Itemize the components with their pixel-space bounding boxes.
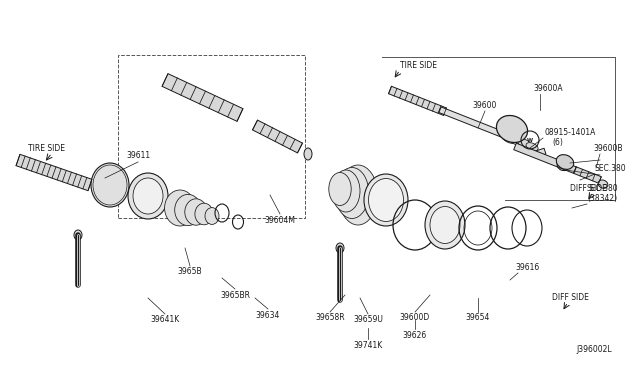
Bar	[118, 55, 305, 218]
Text: 39634: 39634	[256, 311, 280, 320]
Polygon shape	[573, 167, 602, 183]
Ellipse shape	[364, 174, 408, 226]
Ellipse shape	[195, 203, 213, 225]
Text: 39741K: 39741K	[353, 340, 383, 350]
Ellipse shape	[164, 190, 195, 226]
Polygon shape	[253, 120, 303, 153]
Text: TIRE SIDE: TIRE SIDE	[400, 61, 437, 70]
Text: 39600D: 39600D	[400, 314, 430, 323]
Text: 39611: 39611	[126, 151, 150, 160]
Ellipse shape	[175, 195, 202, 225]
Text: (38342): (38342)	[587, 193, 617, 202]
Text: 39654: 39654	[466, 314, 490, 323]
Ellipse shape	[133, 178, 163, 214]
Ellipse shape	[369, 179, 403, 221]
Text: 39641K: 39641K	[150, 315, 180, 324]
Text: 39600A: 39600A	[533, 83, 563, 93]
Text: SEC.380: SEC.380	[587, 183, 619, 192]
Text: DIFF SIDE: DIFF SIDE	[570, 183, 607, 192]
Polygon shape	[388, 86, 447, 115]
Text: 39600B: 39600B	[593, 144, 623, 153]
Polygon shape	[16, 154, 92, 191]
Text: SEC.380: SEC.380	[595, 164, 627, 173]
Ellipse shape	[598, 180, 608, 188]
Ellipse shape	[335, 167, 369, 218]
Polygon shape	[534, 148, 546, 157]
Ellipse shape	[332, 170, 360, 212]
Ellipse shape	[205, 208, 219, 224]
Ellipse shape	[497, 115, 527, 142]
Ellipse shape	[304, 148, 312, 160]
Ellipse shape	[430, 206, 460, 244]
Ellipse shape	[518, 139, 531, 148]
Ellipse shape	[91, 163, 129, 207]
Ellipse shape	[510, 135, 525, 146]
Ellipse shape	[128, 173, 168, 219]
Text: 39659U: 39659U	[353, 315, 383, 324]
Text: 39626: 39626	[403, 330, 427, 340]
Ellipse shape	[339, 165, 378, 225]
Text: 39616: 39616	[516, 263, 540, 273]
Text: TIRE SIDE: TIRE SIDE	[28, 144, 65, 153]
Text: 3965BR: 3965BR	[220, 291, 250, 299]
Ellipse shape	[185, 199, 207, 225]
Polygon shape	[162, 74, 243, 121]
Ellipse shape	[336, 243, 344, 253]
Text: W: W	[527, 138, 533, 142]
Text: 39604M: 39604M	[264, 215, 296, 224]
Text: 3965B: 3965B	[178, 267, 202, 276]
Text: 39658R: 39658R	[315, 314, 345, 323]
Text: 39600: 39600	[473, 100, 497, 109]
Text: (6): (6)	[552, 138, 563, 147]
Ellipse shape	[425, 201, 465, 249]
Ellipse shape	[501, 131, 519, 144]
Text: 08915-1401A: 08915-1401A	[545, 128, 596, 137]
Polygon shape	[439, 107, 511, 140]
Text: DIFF SIDE: DIFF SIDE	[552, 294, 589, 302]
Ellipse shape	[329, 173, 351, 205]
Ellipse shape	[74, 230, 82, 240]
Ellipse shape	[526, 142, 538, 151]
Polygon shape	[514, 143, 576, 173]
Ellipse shape	[556, 155, 573, 169]
Text: J396002L: J396002L	[577, 346, 612, 355]
